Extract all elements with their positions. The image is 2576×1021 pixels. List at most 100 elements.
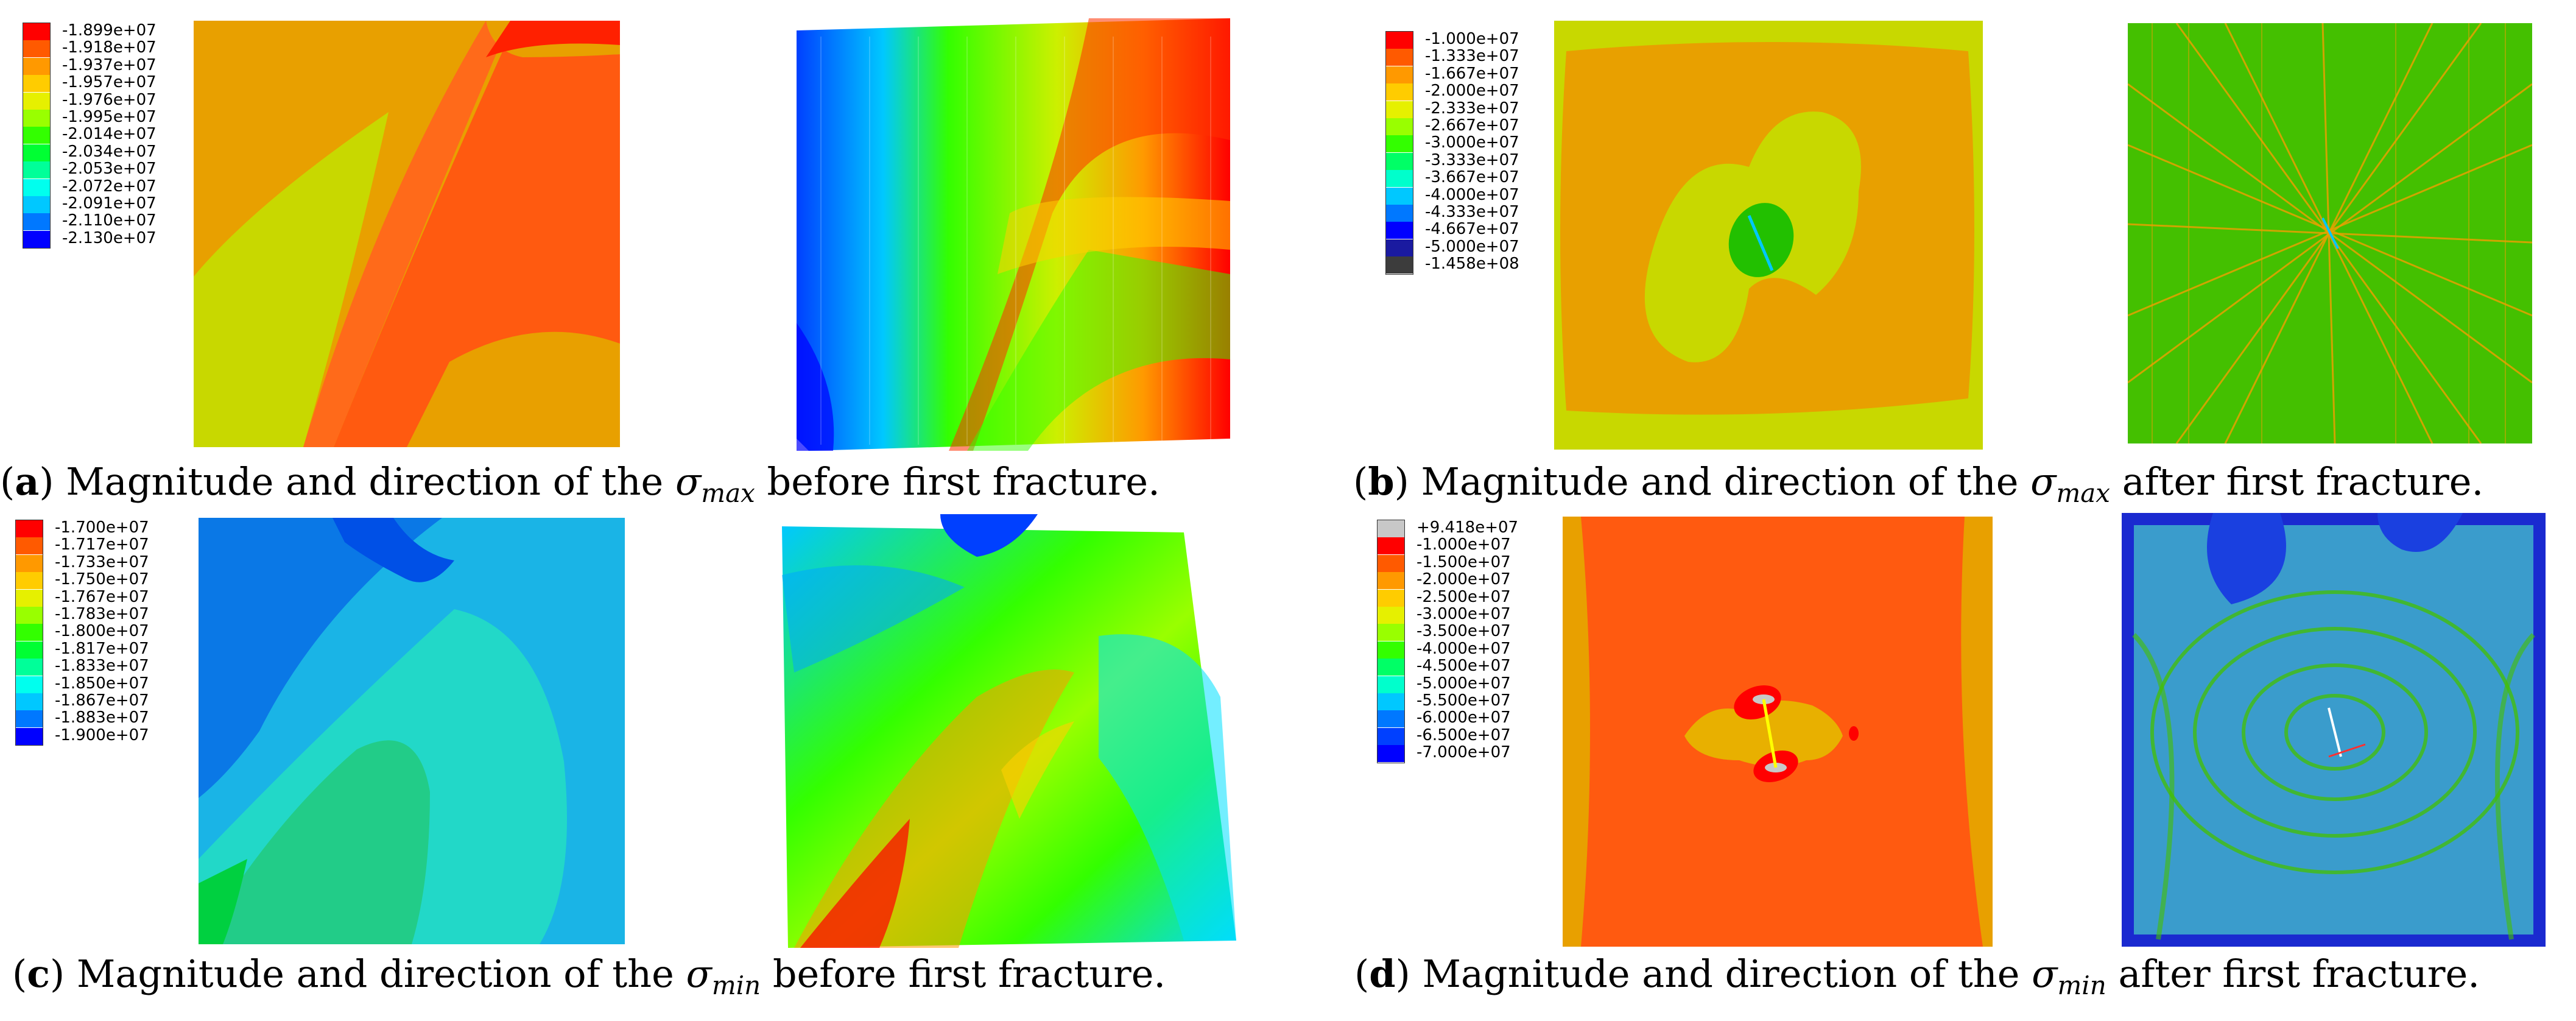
legend-value: -2.072e+07 — [62, 177, 157, 196]
legend-entry: -2.500e+07 — [1378, 587, 1536, 607]
legend-value: -1.850e+07 — [55, 674, 149, 693]
panel-a: -1.899e+07 -1.918e+07 -1.937e+07 -1.957e+07… — [0, 0, 1279, 510]
legend-value: -2.110e+07 — [62, 211, 157, 230]
legend-entry: -1.899e+07 — [23, 21, 181, 40]
legend-value: +9.418e+07 — [1416, 518, 1519, 537]
legend-entry: -5.000e+07 — [1386, 237, 1544, 256]
legend-value: -1.867e+07 — [55, 691, 149, 710]
legend-value: -1.717e+07 — [55, 535, 149, 554]
legend-swatch — [1386, 152, 1413, 170]
caption-a: (a) Magnitude and direction of the σmax … — [0, 459, 1160, 509]
legend-entry: -3.667e+07 — [1386, 169, 1544, 188]
legend-entry: -2.000e+07 — [1386, 82, 1544, 101]
legend-swatch — [1378, 554, 1404, 572]
vector-plot-b — [2128, 23, 2532, 443]
legend-swatch — [1378, 520, 1404, 537]
legend-value: -1.333e+07 — [1425, 47, 1519, 66]
legend-entry: -1.750e+07 — [16, 570, 174, 590]
legend-swatch — [16, 624, 43, 641]
legend-value: -4.667e+07 — [1425, 220, 1519, 239]
legend-entry: -1.700e+07 — [16, 518, 174, 537]
legend-swatch — [23, 75, 50, 93]
legend-swatch — [23, 161, 50, 179]
caption-b: (b) Magnitude and direction of the σmax … — [1353, 459, 2484, 509]
legend-value: -1.976e+07 — [62, 90, 157, 109]
legend-value: -6.500e+07 — [1416, 726, 1511, 744]
vector-plot-d — [2122, 513, 2546, 947]
legend-value: -5.500e+07 — [1416, 691, 1511, 710]
legend-swatch — [23, 144, 50, 161]
legend-entry: -2.667e+07 — [1386, 116, 1544, 135]
legend-entry: -1.458e+08 — [1386, 255, 1544, 274]
legend-swatch — [23, 213, 50, 231]
legend-value: -2.014e+07 — [62, 125, 157, 144]
legend-entry: -1.500e+07 — [1378, 554, 1536, 572]
vector-plot-a — [797, 18, 1230, 451]
legend-entry: -5.500e+07 — [1378, 691, 1536, 710]
legend-swatch — [1378, 710, 1404, 728]
legend-swatch — [1378, 745, 1404, 763]
legend-swatch — [1386, 187, 1413, 205]
legend-swatch — [1378, 589, 1404, 607]
legend-swatch — [1386, 170, 1413, 188]
legend-entry: -3.333e+07 — [1386, 152, 1544, 170]
legend-value: -2.034e+07 — [62, 142, 157, 161]
legend-swatch — [23, 196, 50, 213]
legend-frame — [1385, 31, 1413, 275]
legend-value: -2.667e+07 — [1425, 116, 1519, 135]
legend-value: -4.333e+07 — [1425, 203, 1519, 221]
legend-entry: -3.500e+07 — [1378, 623, 1536, 641]
legend-value: -2.000e+07 — [1425, 82, 1519, 101]
legend-swatch — [1386, 239, 1413, 256]
legend-swatch — [16, 727, 43, 745]
legend-entry: -4.000e+07 — [1386, 186, 1544, 205]
legend-entry: -2.014e+07 — [23, 125, 181, 144]
legend-entry: -1.883e+07 — [16, 709, 174, 728]
legend-value: -1.800e+07 — [55, 622, 149, 641]
panel-d: +9.418e+07 -1.000e+07 -1.500e+07 -2.000e+07… — [1328, 510, 2576, 1021]
legend-entry: -1.667e+07 — [1386, 65, 1544, 83]
legend-value: -4.500e+07 — [1416, 657, 1511, 676]
legend-value: -1.750e+07 — [55, 570, 149, 589]
legend-value: -1.937e+07 — [62, 55, 157, 74]
legend-swatch — [16, 589, 43, 607]
legend-value: -1.899e+07 — [62, 21, 157, 40]
legend-swatch — [1386, 118, 1413, 135]
legend-swatch — [1378, 572, 1404, 590]
panel-c: -1.700e+07 -1.717e+07 -1.733e+07 -1.750e+07… — [0, 510, 1279, 1021]
legend-entry: -2.053e+07 — [23, 160, 181, 179]
legend-swatch — [1386, 135, 1413, 153]
legend-entry: -4.000e+07 — [1378, 640, 1536, 659]
legend-swatch — [23, 127, 50, 144]
legend-swatch — [1378, 537, 1404, 555]
legend-entry: -2.110e+07 — [23, 211, 181, 231]
legend-swatch — [23, 178, 50, 196]
legend-entry: -1.817e+07 — [16, 639, 174, 659]
legend-swatch — [1386, 83, 1413, 101]
legend-value: -1.817e+07 — [55, 639, 149, 658]
legend-value: -5.000e+07 — [1416, 674, 1511, 693]
legend-entry: -1.783e+07 — [16, 606, 174, 624]
legend-entry: -1.850e+07 — [16, 674, 174, 693]
legend-swatch — [16, 520, 43, 537]
legend-swatch — [1386, 66, 1413, 83]
legend-value: -2.000e+07 — [1416, 570, 1511, 589]
legend-value: -2.500e+07 — [1416, 587, 1511, 606]
legend-swatch — [1378, 659, 1404, 676]
legend-frame — [23, 22, 51, 249]
legend-entry: -4.333e+07 — [1386, 203, 1544, 222]
legend-value: -3.000e+07 — [1416, 605, 1511, 623]
legend-entry: -6.000e+07 — [1378, 709, 1536, 728]
legend-entry: -1.000e+07 — [1386, 30, 1544, 49]
legend-entry: -1.767e+07 — [16, 588, 174, 607]
legend-value: -5.000e+07 — [1425, 237, 1519, 256]
legend-value: -1.995e+07 — [62, 108, 157, 126]
legend-entry: -1.800e+07 — [16, 622, 174, 641]
legend-value: -1.733e+07 — [55, 553, 149, 571]
legend-swatch — [16, 572, 43, 590]
legend-swatch — [1378, 676, 1404, 693]
legend-entry: -7.000e+07 — [1378, 744, 1536, 763]
legend-value: -1.700e+07 — [55, 518, 149, 537]
legend-swatch — [16, 693, 43, 710]
legend-entry: -3.000e+07 — [1378, 605, 1536, 624]
